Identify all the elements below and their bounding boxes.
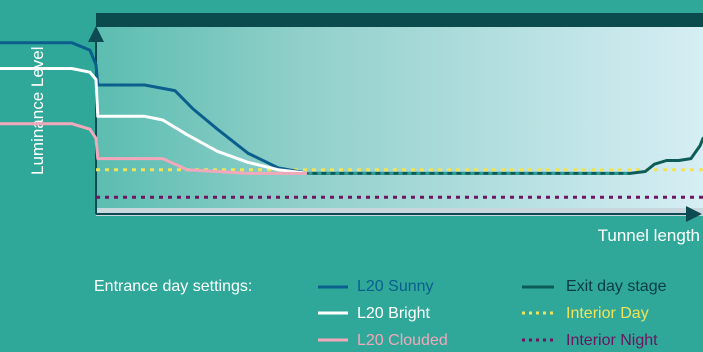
legend-label-sunny: L20 Sunny: [357, 278, 434, 295]
tunnel-interior: [96, 27, 703, 208]
legend-label-clouded: L20 Clouded: [357, 332, 448, 349]
x-axis-label: Tunnel length: [598, 226, 700, 245]
tunnel-roof: [96, 13, 703, 27]
series-line-bright: [0, 67, 310, 175]
legend-label-interior-day: Interior Day: [566, 305, 649, 322]
legend-label-exit: Exit day stage: [566, 278, 667, 295]
series-line-exit: [306, 136, 703, 175]
tunnel-floor: [96, 208, 703, 216]
legend-title: Entrance day settings:: [94, 278, 252, 295]
legend-label-interior-night: Interior Night: [566, 332, 658, 349]
legend-label-bright: L20 Bright: [357, 305, 430, 322]
series-line-clouded: [0, 122, 310, 175]
series-layer: [0, 41, 703, 199]
legend: Entrance day settings: L20 Sunny L20 Bri…: [94, 278, 667, 349]
series-line-sunny: [0, 41, 310, 175]
y-axis-label: Luminance Level: [28, 46, 47, 175]
